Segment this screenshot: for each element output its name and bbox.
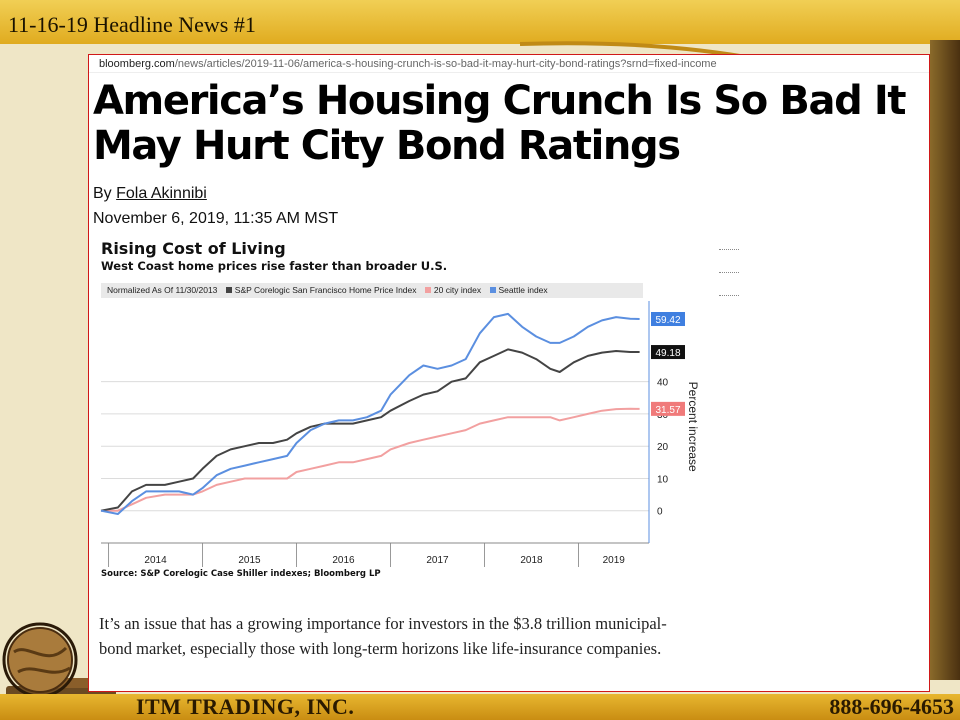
end-label-seattle: 59.42 (655, 315, 680, 326)
end-label-20city: 31.57 (655, 405, 680, 416)
article-screenshot-panel: bloomberg.com/news/articles/2019-11-06/a… (88, 54, 930, 692)
url-host: bloomberg.com (99, 58, 175, 70)
legend-item-sf: S&P Corelogic San Francisco Home Price I… (225, 285, 417, 295)
y-tick-label: 40 (657, 378, 669, 389)
side-dot-3[interactable] (719, 295, 739, 296)
article-body: It’s an issue that has a growing importa… (99, 614, 667, 658)
x-tick-label: 2017 (426, 555, 449, 566)
side-share-placeholders (719, 249, 743, 318)
author-link[interactable]: Fola Akinnibi (116, 185, 207, 202)
legend-label-seattle: Seattle index (498, 285, 548, 295)
legend-swatch-20city (424, 287, 431, 293)
series-line-20city (101, 407, 640, 512)
side-dot-1[interactable] (719, 249, 739, 250)
x-tick-label: 2018 (520, 555, 543, 566)
company-phone: 888-696-4653 (829, 694, 954, 719)
y-tick-label: 20 (657, 442, 669, 453)
byline-prefix: By (93, 185, 112, 202)
x-tick-label: 2019 (603, 555, 626, 566)
series-line-sf (100, 348, 640, 512)
chart-legend: Normalized As Of 11/30/2013 S&P Corelogi… (101, 283, 643, 298)
article-byline: By Fola Akinnibi (93, 185, 207, 203)
y-tick-label: 10 (657, 474, 669, 485)
chart-title: Rising Cost of Living (101, 239, 286, 258)
side-dot-2[interactable] (719, 272, 739, 273)
x-tick-label: 2014 (144, 555, 167, 566)
end-label-seattle-bg (651, 312, 685, 327)
series-line-seattle (100, 312, 640, 515)
legend-item-20city: 20 city index (424, 285, 482, 295)
slide-header-band (0, 0, 960, 44)
slide-footer-band (0, 694, 960, 720)
x-tick-label: 2016 (332, 555, 355, 566)
company-name: ITM TRADING, INC. (136, 694, 355, 719)
slide-right-frame (930, 40, 960, 680)
url-path: /news/articles/2019-11-06/america-s-hous… (174, 58, 717, 70)
slide-title: 11-16-19 Headline News #1 (8, 12, 256, 37)
chart-plot-area: 010203040201420152016201720182019Percent… (100, 301, 700, 567)
y-axis-label: Percent increase (686, 382, 700, 472)
legend-swatch-sf (225, 287, 232, 293)
browser-url-bar[interactable]: bloomberg.com/news/articles/2019-11-06/a… (89, 55, 929, 73)
legend-label-20city: 20 city index (433, 285, 482, 295)
legend-label-sf: S&P Corelogic San Francisco Home Price I… (234, 285, 417, 295)
legend-note: Normalized As Of 11/30/2013 (107, 285, 218, 295)
globe-icon (2, 622, 116, 700)
end-label-sf: 49.18 (655, 348, 680, 359)
chart-subtitle: West Coast home prices rise faster than … (101, 259, 448, 273)
article-headline: America’s Housing Crunch Is So Bad It Ma… (93, 78, 906, 169)
legend-swatch-seattle (489, 287, 496, 293)
article-date: November 6, 2019, 11:35 AM MST (93, 210, 339, 227)
y-tick-label: 0 (657, 507, 663, 518)
end-label-20city-bg (651, 401, 685, 416)
chart-source: Source: S&P Corelogic Case Shiller index… (101, 569, 381, 579)
legend-item-seattle: Seattle index (489, 285, 548, 295)
end-label-sf-bg (651, 345, 685, 360)
price-chart: Rising Cost of Living West Coast home pr… (97, 239, 717, 579)
x-tick-label: 2015 (238, 555, 261, 566)
